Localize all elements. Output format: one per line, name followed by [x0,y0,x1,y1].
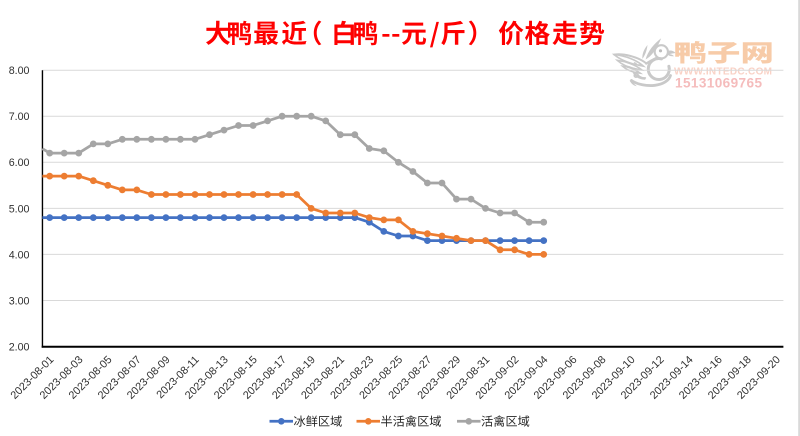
svg-text:3.00: 3.00 [9,295,30,307]
svg-text:7.00: 7.00 [9,111,30,123]
svg-text:6.00: 6.00 [9,157,30,169]
svg-text:15131069765: 15131069765 [675,76,762,91]
svg-text:4.00: 4.00 [9,249,30,261]
svg-text:5.00: 5.00 [9,203,30,215]
svg-text:WWW.INTEDC.COM: WWW.INTEDC.COM [674,67,772,78]
svg-text:8.00: 8.00 [9,65,30,77]
svg-text:2.00: 2.00 [9,341,30,353]
